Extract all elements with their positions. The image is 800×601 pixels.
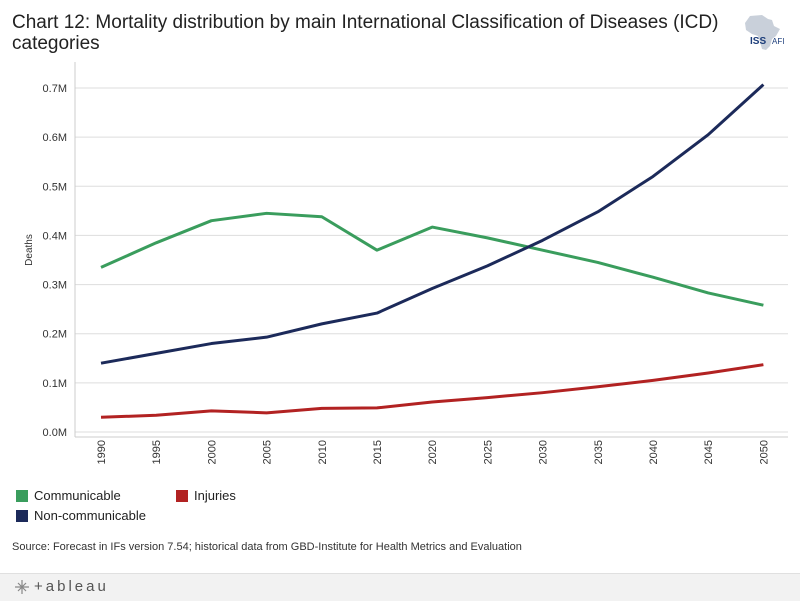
legend-non-communicable-label: Non-communicable xyxy=(34,508,146,523)
legend-communicable-label: Communicable xyxy=(34,488,121,503)
source-note: Source: Forecast in IFs version 7.54; hi… xyxy=(12,541,522,553)
y-tick-label: 0.4M xyxy=(43,230,67,242)
x-tick-label: 2035 xyxy=(593,440,605,464)
x-tick-label: 2010 xyxy=(317,440,329,464)
series-lines xyxy=(100,83,765,419)
legend-injuries-label: Injuries xyxy=(194,488,236,503)
communicable-swatch xyxy=(16,489,28,502)
tableau-brand-text: +ableau xyxy=(34,578,109,595)
gridlines xyxy=(74,62,788,438)
x-tick-label: 2045 xyxy=(703,440,715,464)
africa-map-icon xyxy=(745,15,780,50)
logo-text: ISS xyxy=(750,36,766,47)
x-tick-label: 2005 xyxy=(262,440,274,464)
tableau-brand[interactable]: +ableau xyxy=(14,578,109,595)
tableau-logo-icon xyxy=(15,579,29,594)
y-tick-label: 0.1M xyxy=(43,378,67,390)
y-tick-label: 0.5M xyxy=(43,181,67,193)
chart-title: Chart 12: Mortality distribution by main… xyxy=(12,12,719,54)
legend-communicable[interactable]: Communicable xyxy=(16,488,121,503)
x-axis-ticks: 1990 1995 2000 2005 2010 2015 2020 2025 2030 2035… xyxy=(96,440,770,464)
y-tick-label: 0.7M xyxy=(43,83,67,95)
iss-logo: ISS AFI xyxy=(736,12,792,52)
injuries-swatch xyxy=(176,489,188,502)
x-tick-label: 2040 xyxy=(648,440,660,464)
legend-non-communicable[interactable]: Non-communicable xyxy=(16,508,146,523)
footer-bar: +ableau xyxy=(0,573,800,601)
x-tick-label: 2030 xyxy=(538,440,550,464)
non-communicable-swatch xyxy=(16,509,28,522)
x-tick-label: 2015 xyxy=(372,440,384,464)
x-tick-label: 1990 xyxy=(96,440,108,464)
y-tick-label: 0.2M xyxy=(43,329,67,341)
y-axis-label: Deaths xyxy=(24,234,35,266)
x-tick-label: 2000 xyxy=(206,440,218,464)
x-tick-label: 2050 xyxy=(758,440,770,464)
y-tick-label: 0.3M xyxy=(43,280,67,292)
series-line-non-communicable[interactable] xyxy=(100,83,765,365)
x-tick-label: 2025 xyxy=(482,440,494,464)
x-tick-label: 2020 xyxy=(427,440,439,464)
y-axis-ticks: 0.0M 0.1M 0.2M 0.3M 0.4M 0.5M 0.6M 0.7M xyxy=(43,83,67,439)
series-line-communicable[interactable] xyxy=(100,211,764,307)
y-tick-label: 0.6M xyxy=(43,132,67,144)
logo-subtext: AFI xyxy=(772,37,784,46)
series-line-injuries[interactable] xyxy=(100,363,764,419)
x-tick-label: 1995 xyxy=(151,440,163,464)
y-tick-label: 0.0M xyxy=(43,427,67,439)
line-chart: 0.0M0.1M0.2M0.3M0.4M0.5M0.6M0.7M 1990 199… xyxy=(24,62,788,464)
legend-injuries[interactable]: Injuries xyxy=(176,488,236,503)
